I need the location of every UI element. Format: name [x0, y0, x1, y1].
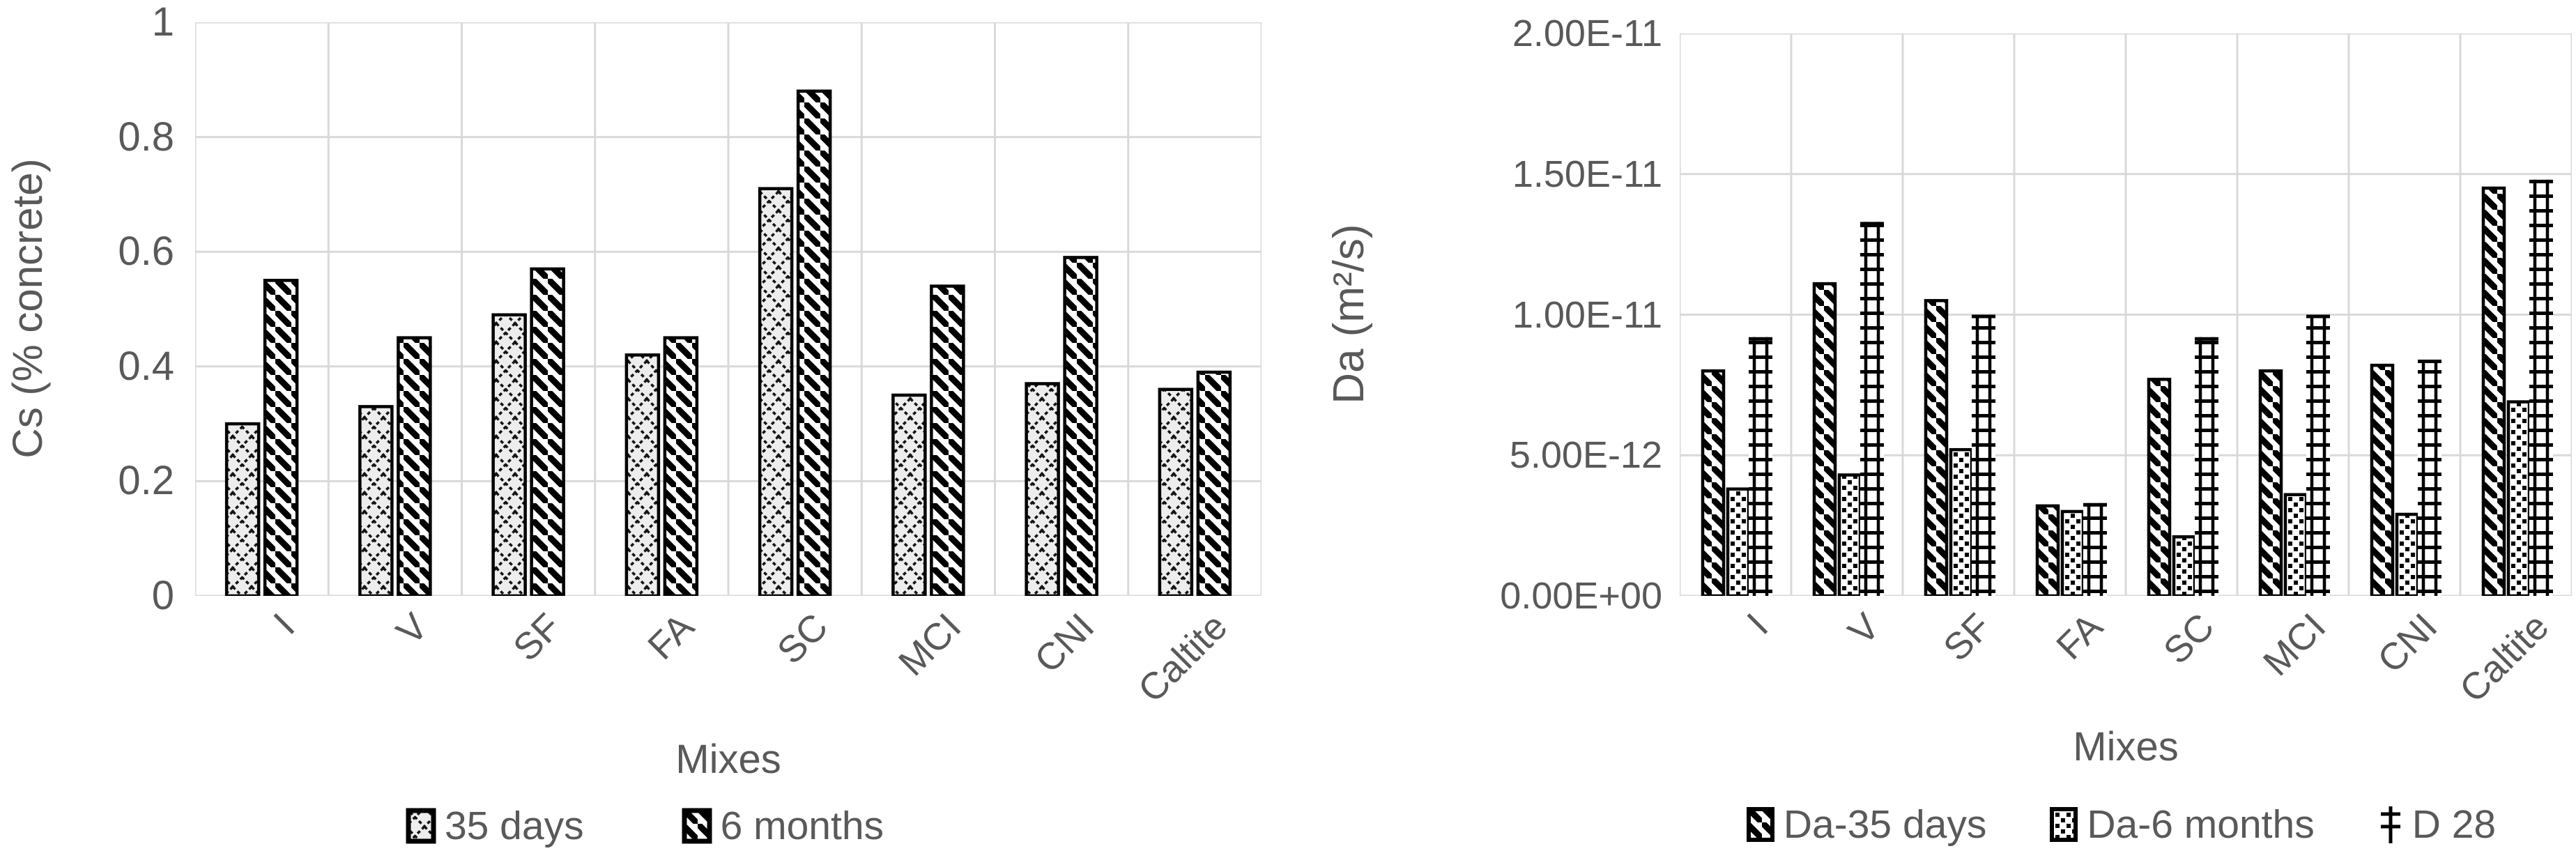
y-tick-label: 0.4: [118, 343, 174, 389]
da-plot-area: [1680, 33, 2572, 596]
bar-da-6-months: [2060, 509, 2085, 596]
legend-item-da-6-months: Da-6 months: [2049, 801, 2315, 847]
cs-legend: 35 days 6 months: [0, 803, 1289, 849]
bar-da-6-months: [2506, 400, 2531, 596]
legend-label: Da-6 months: [2087, 802, 2315, 847]
bar-6-months: [530, 267, 565, 596]
bar-d-28: [1972, 314, 1995, 596]
bar-d-28: [2418, 360, 2441, 596]
bar-6-months: [397, 336, 432, 596]
bar-da-6-months: [2395, 512, 2420, 596]
diagonal-stripe-swatch-icon: [682, 808, 712, 844]
chart-cs-panel: Cs (% concrete) Mixes 35 days 6 months 1…: [0, 0, 1289, 849]
bar-6-months: [930, 284, 965, 596]
da-legend: Da-35 days Da-6 months D 28: [1666, 801, 2576, 847]
chart-da-panel: Da (m²/s) Mixes Da-35 days Da-6 months: [1289, 0, 2576, 867]
bar-da-35-days: [2035, 504, 2060, 596]
bar-da-35-days: [2147, 378, 2172, 596]
bar-d-28: [2306, 314, 2330, 596]
da-x-axis-title: Mixes: [2073, 724, 2179, 769]
cs-y-axis-title: Cs (% concrete): [4, 158, 51, 459]
bar-6-months: [263, 279, 299, 596]
bar-da-35-days: [2481, 186, 2506, 596]
x-category-label: MCI: [890, 605, 969, 684]
bar-da-35-days: [1924, 299, 1949, 596]
bar-d-28: [1860, 222, 1884, 596]
da-y-axis-title: Da (m²/s): [1324, 224, 1373, 404]
bar-6-months: [1063, 256, 1098, 596]
bar-da-6-months: [1726, 487, 1751, 596]
y-tick-label: 1.50E-11: [1512, 153, 1662, 195]
x-category-label: SF: [505, 605, 569, 670]
bar-35-days: [224, 422, 261, 596]
bar-35-days: [624, 353, 661, 596]
y-tick-label: 0.2: [118, 458, 174, 504]
bar-6-months: [796, 89, 832, 596]
legend-label: 6 months: [720, 804, 884, 848]
y-tick-label: 5.00E-12: [1509, 434, 1662, 477]
bar-da-35-days: [1812, 282, 1837, 596]
bar-d-28: [1749, 337, 1772, 596]
legend-item-d-28: D 28: [2377, 801, 2496, 847]
y-tick-label: 0.00E+00: [1500, 575, 1662, 617]
error-bar-marker-icon: [2380, 806, 2400, 843]
x-category-label: V: [388, 605, 436, 653]
y-tick-label: 0: [151, 573, 174, 618]
bar-da-6-months: [2172, 535, 2197, 596]
bar-da-35-days: [2370, 363, 2395, 596]
y-tick-label: 0.6: [118, 229, 174, 275]
bar-da-35-days: [1701, 369, 1726, 596]
cs-plot-area: [195, 22, 1262, 596]
x-category-label: CNI: [1027, 605, 1103, 682]
legend-label: Da-35 days: [1783, 802, 1987, 847]
legend-item-6-months: 6 months: [682, 803, 884, 849]
bar-d-28: [2195, 337, 2218, 596]
y-tick-label: 1.00E-11: [1512, 293, 1662, 336]
bar-35-days: [1158, 388, 1194, 596]
y-tick-label: 2.00E-11: [1512, 13, 1662, 54]
legend-label: D 28: [2412, 802, 2497, 847]
bar-da-6-months: [2283, 493, 2308, 596]
x-category-label: Caltite: [1130, 605, 1236, 711]
bar-d-28: [2529, 179, 2553, 596]
bar-da-6-months: [1949, 447, 1974, 596]
bar-6-months: [663, 336, 699, 596]
cs-x-axis-title: Mixes: [675, 737, 781, 782]
legend-item-35-days: 35 days: [406, 803, 584, 849]
bar-35-days: [758, 187, 794, 596]
bar-35-days: [1025, 382, 1060, 596]
bar-da-6-months: [1837, 473, 1862, 596]
x-category-label: I: [265, 605, 302, 643]
bar-35-days: [491, 313, 527, 596]
bar-35-days: [358, 405, 394, 596]
bar-d-28: [2083, 502, 2107, 596]
dotted-swatch-icon: [2050, 807, 2078, 842]
legend-item-da-35-days: Da-35 days: [1746, 801, 1987, 847]
y-tick-label: 0.8: [118, 114, 174, 160]
bar-35-days: [891, 393, 927, 596]
y-tick-label: 1: [151, 0, 174, 45]
diagonal-stripe-swatch-icon: [1746, 807, 1774, 842]
legend-label: 35 days: [444, 804, 584, 848]
bar-6-months: [1196, 370, 1232, 596]
crosshatch-swatch-icon: [406, 808, 436, 844]
bar-da-35-days: [2258, 369, 2283, 596]
